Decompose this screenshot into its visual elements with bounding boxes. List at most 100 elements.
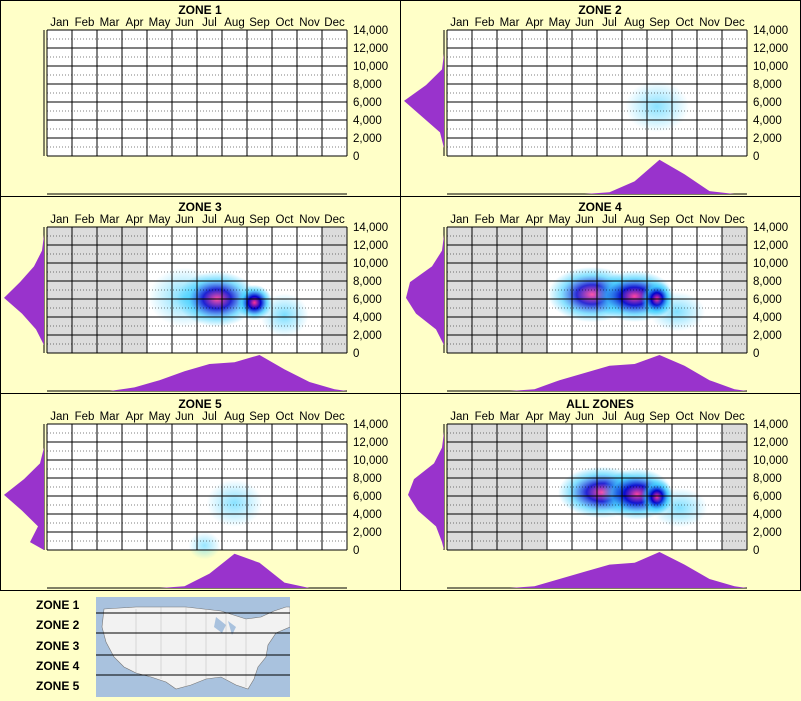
month-tick-label: Nov xyxy=(299,214,320,226)
y-tick-label: 0 xyxy=(353,545,359,557)
y-tick-label: 2,000 xyxy=(353,330,382,342)
y-tick-label: 10,000 xyxy=(353,61,388,73)
elev-density-area xyxy=(408,424,444,550)
month-tick-label: May xyxy=(149,214,171,226)
month-tick-label: Apr xyxy=(526,17,544,29)
month-tick-label: Jan xyxy=(450,17,469,29)
month-tick-label: Apr xyxy=(526,214,544,226)
y-tick-label: 12,000 xyxy=(353,437,388,449)
y-tick-label: 10,000 xyxy=(353,258,388,270)
y-tick-label: 10,000 xyxy=(753,61,788,73)
month-tick-label: Feb xyxy=(475,17,495,29)
month-tick-label: Feb xyxy=(75,411,95,423)
y-tick-label: 6,000 xyxy=(353,491,382,503)
y-tick-label: 12,000 xyxy=(353,240,388,252)
panel-title: ZONE 4 xyxy=(578,200,622,214)
month-tick-label: Oct xyxy=(276,411,295,423)
y-tick-label: 0 xyxy=(353,151,359,163)
y-tick-label: 0 xyxy=(753,545,759,557)
zone-panel-3: ZONE 3 Jan Feb Mar Apr May Jun Jul Aug Sep Oct Nov D… xyxy=(4,200,388,392)
month-density-area xyxy=(447,355,747,391)
month-tick-label: Apr xyxy=(126,214,144,226)
panel-title: ZONE 1 xyxy=(178,3,222,17)
heat-hotspot xyxy=(188,531,221,560)
shaded-month xyxy=(72,227,97,353)
month-tick-label: Nov xyxy=(699,17,720,29)
month-tick-label: Aug xyxy=(624,17,644,29)
y-tick-label: 2,000 xyxy=(753,133,782,145)
month-tick-label: Mar xyxy=(500,411,520,423)
y-tick-label: 4,000 xyxy=(353,312,382,324)
shaded-month xyxy=(472,227,497,353)
heat-hotspot xyxy=(260,293,309,337)
month-tick-label: Jul xyxy=(202,411,217,423)
shaded-month xyxy=(472,424,497,550)
month-tick-label: Jun xyxy=(175,17,194,29)
y-tick-label: 0 xyxy=(753,348,759,360)
month-tick-label: Jan xyxy=(450,214,469,226)
y-tick-label: 10,000 xyxy=(753,258,788,270)
zone-panel-1: ZONE 1 Jan Feb Mar Apr May Jun Jul Aug Sep Oct Nov D… xyxy=(43,3,388,195)
month-tick-label: Dec xyxy=(724,214,745,226)
legend-zone-5-label: ZONE 5 xyxy=(36,679,80,693)
shaded-month xyxy=(722,227,747,353)
month-tick-label: Aug xyxy=(224,411,244,423)
y-tick-label: 8,000 xyxy=(753,473,782,485)
month-tick-label: Dec xyxy=(724,17,745,29)
y-tick-label: 12,000 xyxy=(753,43,788,55)
legend-zone-1-label: ZONE 1 xyxy=(36,598,80,612)
month-density-area xyxy=(447,552,747,588)
month-tick-label: Jul xyxy=(602,17,617,29)
heat-hotspot xyxy=(206,479,263,527)
month-tick-label: May xyxy=(549,17,571,29)
y-tick-label: 4,000 xyxy=(753,312,782,324)
month-tick-label: Sep xyxy=(649,214,669,226)
month-tick-label: Jun xyxy=(575,214,594,226)
y-tick-label: 6,000 xyxy=(753,294,782,306)
month-tick-label: Aug xyxy=(624,411,644,423)
y-tick-label: 2,000 xyxy=(353,527,382,539)
panel-title: ZONE 2 xyxy=(578,3,622,17)
month-tick-label: May xyxy=(149,17,171,29)
month-tick-label: Jan xyxy=(50,17,69,29)
month-tick-label: Sep xyxy=(649,17,669,29)
y-tick-label: 2,000 xyxy=(353,133,382,145)
month-tick-label: Nov xyxy=(299,17,320,29)
legend-zone-4-label: ZONE 4 xyxy=(36,659,80,673)
zone-panel-2: ZONE 2 Jan Feb Mar Apr May Jun Jul Aug Sep Oct Nov D… xyxy=(404,3,788,195)
month-tick-label: Nov xyxy=(699,214,720,226)
month-tick-label: Jan xyxy=(50,411,69,423)
month-tick-label: Oct xyxy=(676,411,695,423)
y-tick-label: 4,000 xyxy=(753,509,782,521)
y-tick-label: 0 xyxy=(353,348,359,360)
y-tick-label: 10,000 xyxy=(353,455,388,467)
month-tick-label: Jul xyxy=(602,411,617,423)
month-tick-label: Dec xyxy=(324,214,345,226)
month-tick-label: Apr xyxy=(526,411,544,423)
shaded-month xyxy=(722,424,747,550)
month-tick-label: Oct xyxy=(676,17,695,29)
y-tick-label: 2,000 xyxy=(753,527,782,539)
elev-density-area xyxy=(406,227,444,353)
y-tick-label: 2,000 xyxy=(753,330,782,342)
heat-hotspot xyxy=(625,80,689,133)
month-tick-label: Jul xyxy=(202,17,217,29)
y-tick-label: 8,000 xyxy=(753,79,782,91)
month-tick-label: Mar xyxy=(100,214,120,226)
month-tick-label: Jun xyxy=(175,411,194,423)
month-tick-label: Jul xyxy=(602,214,617,226)
y-tick-label: 8,000 xyxy=(353,473,382,485)
y-tick-label: 6,000 xyxy=(353,97,382,109)
shaded-month xyxy=(97,227,122,353)
heat-hotspot xyxy=(649,291,705,332)
elev-density-area xyxy=(4,227,44,353)
y-tick-label: 14,000 xyxy=(353,25,388,37)
month-tick-label: Mar xyxy=(500,214,520,226)
month-tick-label: Feb xyxy=(75,214,95,226)
y-tick-label: 14,000 xyxy=(753,419,788,431)
month-tick-label: Mar xyxy=(100,17,120,29)
month-tick-label: Jan xyxy=(450,411,469,423)
month-tick-label: Nov xyxy=(699,411,720,423)
panel-title: ALL ZONES xyxy=(566,397,634,411)
month-tick-label: Aug xyxy=(624,214,644,226)
